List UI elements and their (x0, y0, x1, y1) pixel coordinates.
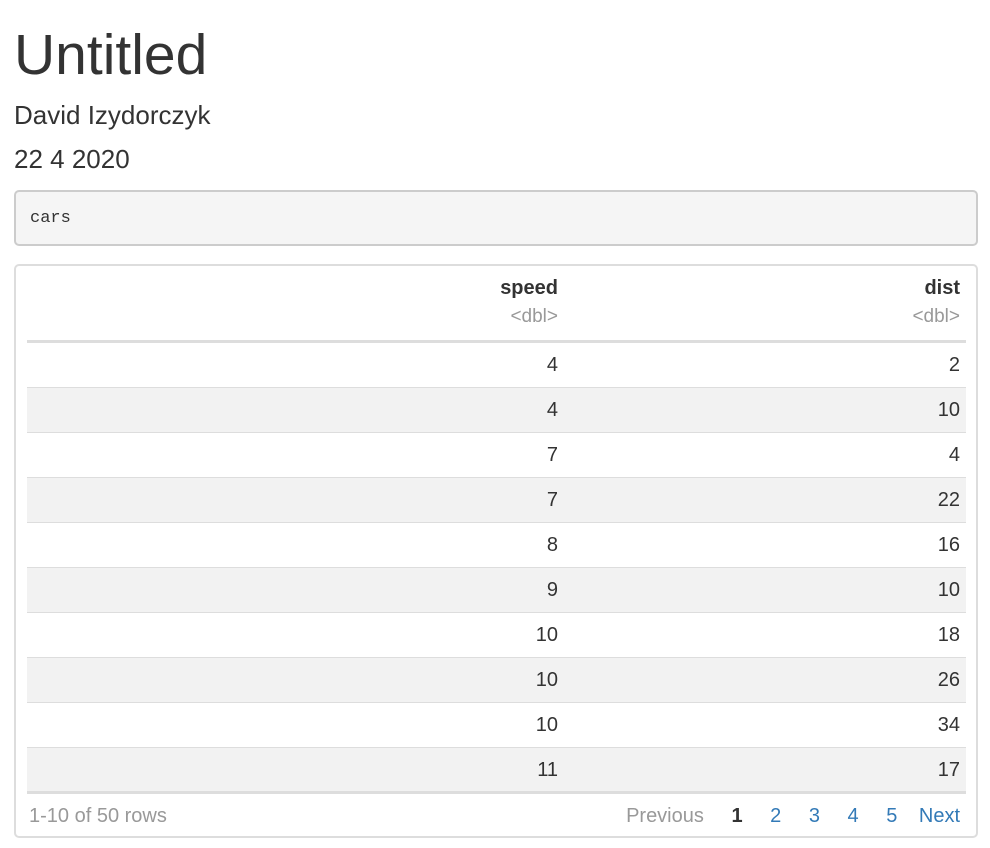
table-cell-speed: 10 (535, 624, 558, 646)
row-count-info: 1-10 of 50 rows (29, 805, 167, 827)
column-header-dist: dist <dbl> (912, 274, 960, 332)
table-cell-dist: 10 (937, 399, 960, 421)
page-button-3[interactable]: 3 (808, 805, 820, 827)
table-cell-speed: 4 (546, 399, 558, 421)
paged-table: speed <dbl> dist <dbl> 4 2 4 10 7 4 7 22… (14, 264, 978, 838)
table-cell-dist: 17 (937, 759, 960, 781)
document-date: 22 4 2020 (14, 144, 130, 174)
code-text: cars (30, 209, 71, 228)
table-header: speed <dbl> dist <dbl> (27, 266, 966, 343)
page-button-2[interactable]: 2 (770, 805, 782, 827)
next-page-button[interactable]: Next (918, 805, 960, 827)
table-row: 4 10 (27, 388, 966, 433)
page-button-1[interactable]: 1 (731, 805, 743, 827)
table-row: 7 22 (27, 478, 966, 523)
table-cell-speed: 9 (546, 579, 558, 601)
table-cell-dist: 26 (937, 669, 960, 691)
table-cell-dist: 10 (937, 579, 960, 601)
table-row: 9 10 (27, 568, 966, 613)
column-type: <dbl> (510, 306, 558, 327)
table-cell-dist: 22 (937, 489, 960, 511)
table-cell-dist: 2 (948, 354, 960, 376)
page-button-4[interactable]: 4 (847, 805, 859, 827)
column-name: dist (924, 277, 960, 299)
column-header-speed: speed <dbl> (500, 274, 558, 332)
table-row: 11 17 (27, 748, 966, 794)
column-type: <dbl> (912, 306, 960, 327)
table-cell-dist: 34 (937, 714, 960, 736)
table-row: 8 16 (27, 523, 966, 568)
pagination: Previous 1 2 3 4 5 Next (626, 803, 960, 829)
table-cell-speed: 7 (546, 489, 558, 511)
table-cell-speed: 8 (546, 534, 558, 556)
table-cell-speed: 4 (546, 354, 558, 376)
previous-page-button[interactable]: Previous (626, 805, 704, 827)
table-cell-speed: 7 (546, 444, 558, 466)
table-cell-dist: 18 (937, 624, 960, 646)
table-body: speed <dbl> dist <dbl> 4 2 4 10 7 4 7 22… (27, 266, 966, 838)
table-row: 10 18 (27, 613, 966, 658)
page-button-5[interactable]: 5 (886, 805, 898, 827)
code-chunk: cars (14, 190, 978, 246)
table-row: 10 34 (27, 703, 966, 748)
table-row: 4 2 (27, 343, 966, 388)
table-cell-speed: 10 (535, 669, 558, 691)
table-row: 10 26 (27, 658, 966, 703)
table-footer: 1-10 of 50 rows Previous 1 2 3 4 5 Next (27, 794, 966, 838)
author-name: David Izydorczyk (14, 100, 211, 130)
table-row: 7 4 (27, 433, 966, 478)
table-cell-dist: 4 (948, 444, 960, 466)
table-cell-speed: 10 (535, 714, 558, 736)
page-title: Untitled (14, 23, 208, 87)
column-name: speed (500, 277, 558, 299)
table-cell-speed: 11 (537, 759, 558, 781)
table-cell-dist: 16 (937, 534, 960, 556)
